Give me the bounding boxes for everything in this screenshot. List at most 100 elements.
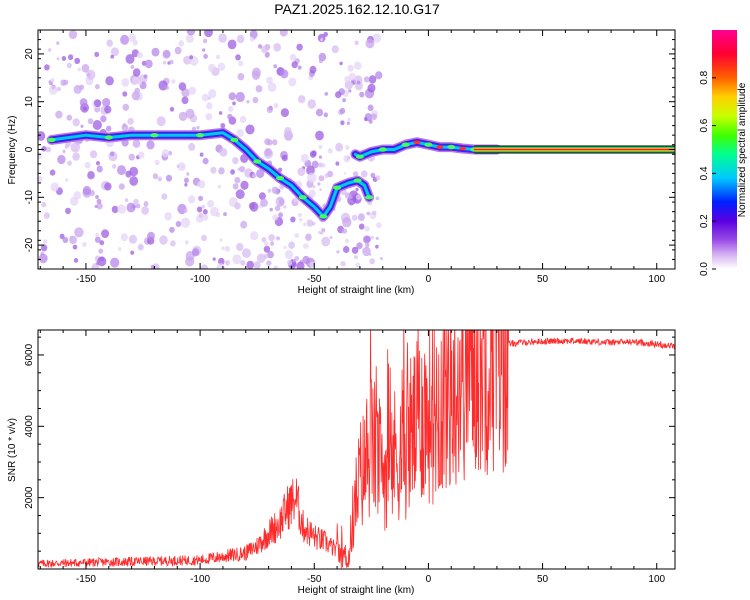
noise-dot	[273, 103, 279, 109]
noise-dot	[196, 125, 200, 130]
noise-dot	[291, 61, 298, 69]
noise-dot	[217, 184, 221, 189]
noise-dot	[234, 176, 241, 184]
noise-dot	[219, 148, 228, 157]
noise-dot	[273, 43, 282, 52]
noise-dot	[152, 173, 158, 180]
noise-dot	[317, 33, 326, 43]
noise-dot	[290, 216, 296, 223]
noise-dot	[228, 105, 234, 112]
noise-dot	[307, 99, 317, 109]
noise-dot	[280, 108, 289, 118]
noise-dot	[202, 214, 209, 221]
noise-dot	[370, 236, 374, 240]
noise-dot	[318, 162, 323, 168]
x-tick-label: 100	[648, 574, 665, 585]
noise-dot	[318, 230, 322, 234]
chart-title: PAZ1.2025.162.12.10.G17	[274, 1, 440, 17]
noise-dot	[111, 205, 119, 214]
noise-dot	[64, 144, 70, 149]
noise-dot	[168, 150, 173, 156]
x-tick-label: -100	[190, 274, 210, 285]
noise-dot	[83, 106, 87, 111]
noise-dot	[96, 161, 100, 166]
noise-dot	[239, 115, 247, 123]
spectrogram-y-ticks: -20 -10 0 10 20	[24, 29, 675, 270]
noise-dot	[189, 55, 194, 60]
noise-dot	[263, 148, 274, 159]
noise-dot	[97, 256, 107, 267]
noise-dot	[346, 121, 350, 126]
noise-dot	[298, 95, 306, 104]
noise-dot	[356, 80, 361, 85]
noise-dot	[110, 47, 119, 57]
ridge-hotspot	[104, 135, 113, 140]
noise-dot	[156, 116, 166, 127]
noise-dot	[132, 39, 138, 46]
noise-dot	[122, 123, 127, 128]
spectrogram-ridge	[46, 127, 502, 222]
snr-series	[38, 330, 675, 569]
noise-dot	[72, 244, 78, 250]
noise-dot	[324, 173, 330, 178]
noise-dot	[311, 150, 317, 157]
noise-dot	[275, 190, 280, 195]
noise-dot	[352, 171, 359, 177]
snr-frame	[37, 329, 676, 570]
snr-panel: -150 -100 -50 0 50 100 2000 4000 6000 Height of…	[7, 329, 676, 596]
noise-dot	[275, 236, 281, 241]
noise-dot	[327, 148, 333, 154]
noise-dot	[307, 172, 317, 183]
noise-dot	[294, 233, 300, 238]
noise-dot	[185, 256, 195, 267]
noise-dot	[272, 139, 278, 146]
noise-dot	[132, 204, 136, 209]
noise-dot	[311, 160, 319, 169]
noise-dot	[345, 145, 350, 150]
noise-dot	[355, 194, 362, 200]
noise-dot	[143, 201, 149, 207]
noise-dot	[343, 155, 351, 163]
noise-dot	[94, 204, 98, 209]
ridge-hotspot	[413, 140, 421, 145]
ridge-hotspot	[355, 154, 364, 159]
noise-dot	[137, 243, 144, 251]
noise-dot	[201, 204, 205, 209]
noise-dot	[256, 253, 266, 263]
noise-dot	[260, 198, 268, 207]
noise-dot	[355, 262, 361, 268]
noise-dot	[375, 71, 383, 80]
noise-dot	[266, 139, 273, 146]
noise-dot	[215, 54, 221, 60]
noise-dot	[335, 161, 340, 166]
noise-dot	[44, 64, 50, 71]
noise-dot	[165, 86, 169, 90]
noise-dot	[62, 236, 69, 244]
noise-dot	[86, 69, 96, 80]
noise-dot	[169, 59, 174, 65]
snr-line	[38, 330, 675, 569]
noise-dot	[375, 196, 380, 201]
noise-dot	[230, 169, 236, 175]
x-tick-label: 0	[426, 274, 432, 285]
x-tick-label: 100	[648, 274, 665, 285]
noise-dot	[136, 203, 141, 209]
noise-dot	[118, 247, 122, 251]
noise-dot	[218, 257, 225, 265]
noise-dot	[106, 39, 113, 47]
noise-dot	[188, 142, 196, 151]
noise-dot	[358, 223, 365, 230]
noise-dot	[158, 80, 168, 91]
noise-dot	[364, 117, 368, 122]
noise-dot	[288, 241, 295, 249]
noise-dot	[95, 232, 99, 237]
ridge-hotspot	[196, 133, 205, 138]
noise-dot	[354, 40, 359, 46]
noise-dot	[43, 239, 48, 244]
noise-dot	[252, 96, 259, 104]
noise-dot	[218, 33, 227, 43]
noise-dot	[237, 73, 245, 81]
noise-dot	[297, 167, 306, 176]
noise-dot	[132, 76, 140, 85]
noise-dot	[335, 91, 342, 99]
